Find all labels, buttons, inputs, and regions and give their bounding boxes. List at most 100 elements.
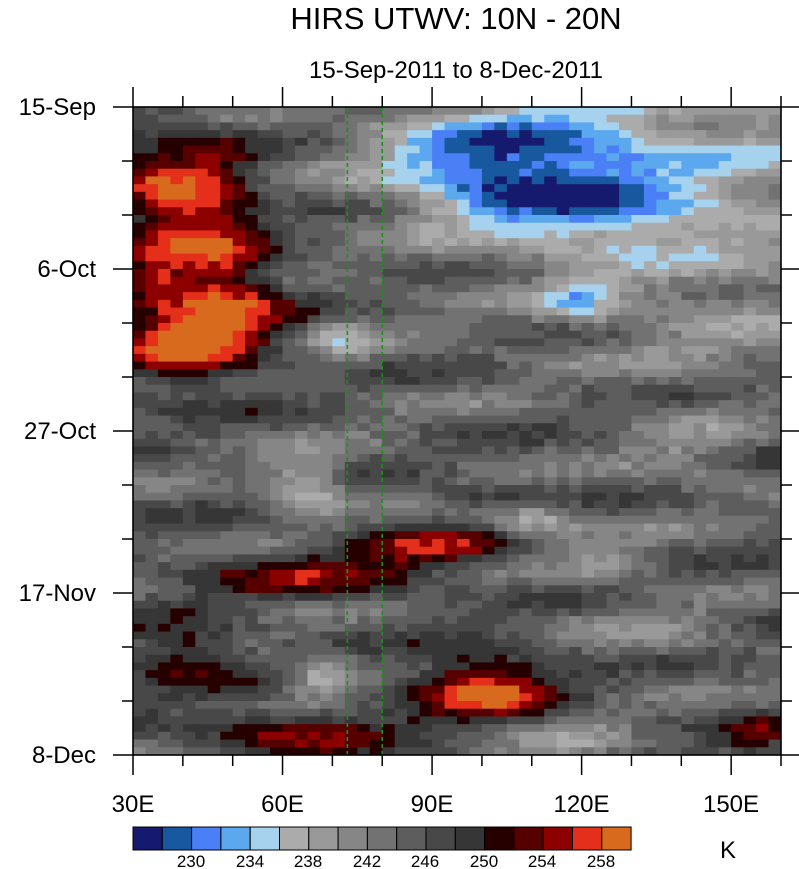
heatmap-cell xyxy=(569,539,583,548)
heatmap-cell xyxy=(357,623,371,633)
heatmap-cell xyxy=(756,284,770,293)
heatmap-cell xyxy=(619,253,633,262)
heatmap-cell xyxy=(282,384,296,394)
heatmap-cell xyxy=(145,222,159,232)
heatmap-cell xyxy=(756,446,770,455)
heatmap-cell xyxy=(195,222,209,232)
heatmap-cell xyxy=(619,469,633,478)
heatmap-cell xyxy=(457,114,471,124)
heatmap-cell xyxy=(182,577,196,586)
heatmap-cell xyxy=(569,153,583,162)
heatmap-cell xyxy=(295,531,309,540)
colorbar-swatch xyxy=(396,826,427,851)
heatmap-cell xyxy=(668,207,682,216)
heatmap-cell xyxy=(307,685,321,694)
heatmap-cell xyxy=(731,508,745,517)
heatmap-cell xyxy=(656,693,670,702)
heatmap-cell xyxy=(232,238,246,247)
heatmap-cell xyxy=(693,392,707,401)
heatmap-cell xyxy=(207,554,221,563)
heatmap-cell xyxy=(731,724,745,733)
heatmap-cell xyxy=(232,191,246,201)
heatmap-cell xyxy=(756,461,770,471)
heatmap-cell xyxy=(444,693,458,702)
colorbar-swatch xyxy=(425,826,456,851)
heatmap-cell xyxy=(594,485,608,494)
heatmap-cell xyxy=(606,485,620,494)
heatmap-cell xyxy=(207,585,221,594)
heatmap-cell xyxy=(332,137,346,147)
heatmap-cell xyxy=(569,708,583,718)
heatmap-cell xyxy=(656,184,670,193)
heatmap-cell xyxy=(332,639,346,648)
heatmap-cell xyxy=(693,716,707,725)
heatmap-cell xyxy=(457,431,471,440)
heatmap-cell xyxy=(668,585,682,594)
heatmap-cell xyxy=(407,600,421,610)
heatmap-cell xyxy=(731,161,745,170)
heatmap-cell xyxy=(157,724,171,733)
heatmap-cell xyxy=(556,693,570,702)
heatmap-cell xyxy=(369,631,383,640)
heatmap-cell xyxy=(556,207,570,216)
heatmap-cell xyxy=(344,701,358,710)
heatmap-cell xyxy=(245,454,259,463)
heatmap-cell xyxy=(394,461,408,471)
heatmap-cell xyxy=(494,346,508,355)
heatmap-cell xyxy=(756,353,770,363)
heatmap-cell xyxy=(220,153,234,162)
heatmap-cell xyxy=(556,523,570,532)
heatmap-cell xyxy=(444,500,458,509)
heatmap-cell xyxy=(693,654,707,664)
heatmap-cell xyxy=(531,176,545,185)
heatmap-cell xyxy=(444,701,458,710)
heatmap-cell xyxy=(743,708,757,718)
heatmap-cell xyxy=(170,600,184,610)
heatmap-cell xyxy=(133,407,147,417)
heatmap-cell xyxy=(419,207,433,216)
heatmap-cell xyxy=(182,647,196,656)
heatmap-cell xyxy=(619,361,633,370)
heatmap-cell xyxy=(444,724,458,733)
heatmap-cell xyxy=(232,230,246,239)
heatmap-cell xyxy=(506,245,520,255)
heatmap-cell xyxy=(656,407,670,417)
heatmap-cell xyxy=(756,724,770,733)
heatmap-cell xyxy=(319,338,333,347)
heatmap-cell xyxy=(369,539,383,548)
heatmap-cell xyxy=(756,184,770,193)
heatmap-cell xyxy=(668,107,682,116)
heatmap-cell xyxy=(768,161,781,170)
heatmap-cell xyxy=(207,407,221,417)
heatmap-cell xyxy=(544,299,558,309)
heatmap-cell xyxy=(718,647,732,656)
heatmap-cell xyxy=(643,593,657,602)
heatmap-cell xyxy=(581,369,595,378)
heatmap-cell xyxy=(768,546,781,556)
heatmap-cell xyxy=(220,562,234,571)
heatmap-cell xyxy=(494,639,508,648)
heatmap-cell xyxy=(270,153,284,162)
heatmap-cell xyxy=(581,701,595,710)
heatmap-cell xyxy=(282,569,296,579)
heatmap-cell xyxy=(706,338,720,347)
heatmap-cell xyxy=(619,107,633,116)
heatmap-cell xyxy=(619,184,633,193)
heatmap-cell xyxy=(594,114,608,124)
heatmap-cell xyxy=(656,323,670,332)
heatmap-cell xyxy=(668,539,682,548)
heatmap-cell xyxy=(457,407,471,417)
heatmap-cell xyxy=(444,176,458,185)
heatmap-cell xyxy=(668,261,682,270)
heatmap-cell xyxy=(643,323,657,332)
heatmap-cell xyxy=(419,708,433,718)
heatmap-cell xyxy=(432,531,446,540)
heatmap-cell xyxy=(631,539,645,548)
heatmap-cell xyxy=(207,647,221,656)
heatmap-cell xyxy=(556,346,570,355)
heatmap-cell xyxy=(344,307,358,316)
heatmap-cell xyxy=(494,492,508,502)
heatmap-cell xyxy=(232,137,246,147)
heatmap-cell xyxy=(656,461,670,471)
heatmap-cell xyxy=(182,299,196,309)
